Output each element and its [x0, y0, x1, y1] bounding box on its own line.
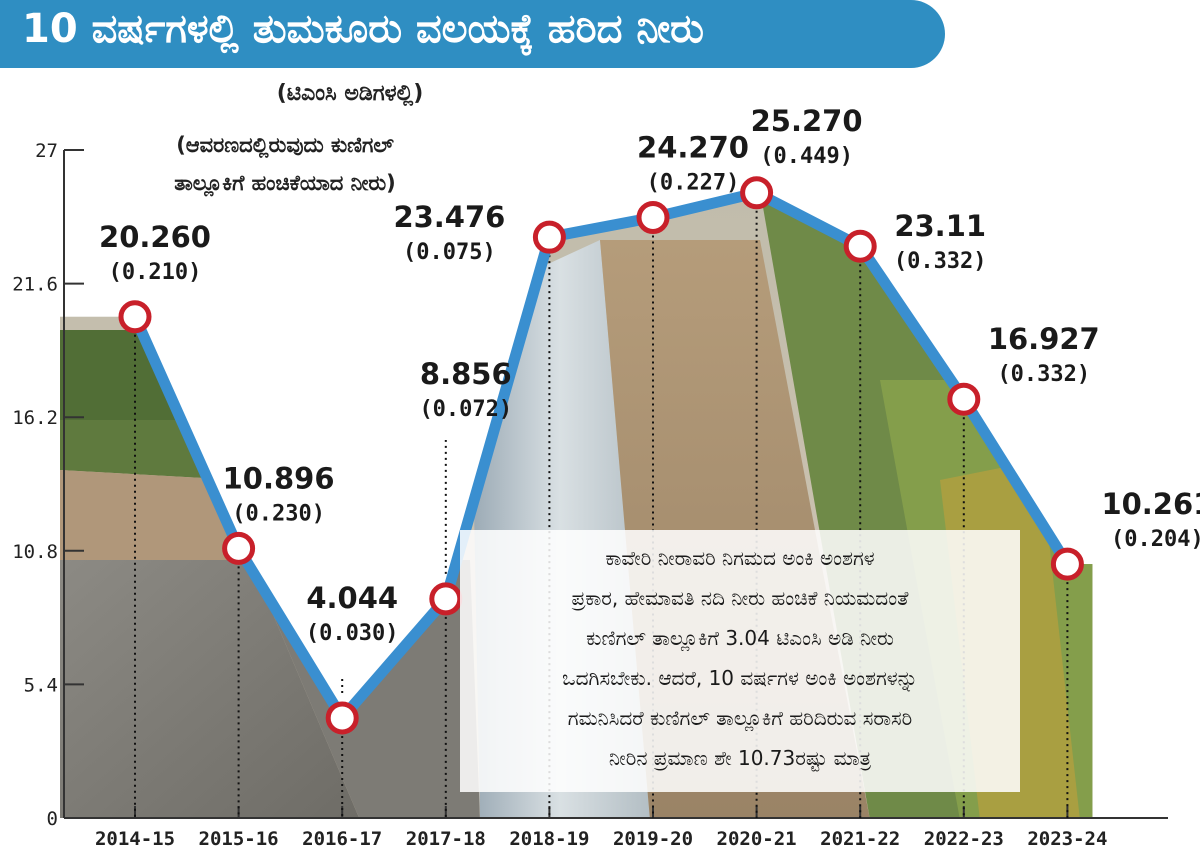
value-label: 10.261	[1101, 487, 1200, 521]
x-tick-label: 2017-18	[406, 828, 486, 850]
x-tick-label: 2014-15	[95, 828, 175, 850]
kunigal-share-label: (0.332)	[894, 249, 987, 274]
kunigal-share-label: (0.075)	[403, 240, 496, 265]
x-tick-label: 2015-16	[199, 828, 279, 850]
note-line-4: ಒದಗಿಸಬೇಕು. ಆದರೆ, 10 ವರ್ಷಗಳ ಅಂಕಿ ಅಂಶಗಳನ್ನ…	[562, 666, 918, 690]
value-label: 10.896	[223, 461, 335, 495]
annotation-line-2: ತಾಲ್ಲೂಕಿಗೆ ಹಂಚಿಕೆಯಾದ ನೀರು)	[174, 171, 396, 198]
note-line-6: ನೀರಿನ ಪ್ರಮಾಣ ಶೇ 10.73ರಷ್ಟು ಮಾತ್ರ	[608, 746, 872, 770]
data-point	[636, 201, 670, 235]
title-banner: 10 ವರ್ಷಗಳಲ್ಲಿ ತುಮಕೂರು ವಲಯಕ್ಕೆ ಹರಿದ ನೀರು	[0, 0, 945, 68]
kunigal-share-label: (0.449)	[760, 144, 853, 169]
data-point	[843, 229, 877, 263]
chart-title: 10 ವರ್ಷಗಳಲ್ಲಿ ತುಮಕೂರು ವಲಯಕ್ಕೆ ಹರಿದ ನೀರು	[22, 6, 705, 52]
x-tick-label: 2023-24	[1027, 828, 1107, 850]
y-tick-label: 10.8	[12, 541, 58, 563]
data-point	[325, 701, 359, 735]
kunigal-share-label: (0.332)	[997, 362, 1090, 387]
data-point	[1050, 547, 1084, 581]
data-point	[532, 220, 566, 254]
chart-subtitle: (ಟಿಎಂಸಿ ಅಡಿಗಳಲ್ಲಿ)	[277, 81, 424, 107]
data-point	[740, 176, 774, 210]
data-point	[947, 382, 981, 416]
value-label: 16.927	[988, 322, 1100, 356]
series-line	[129, 187, 1073, 724]
kunigal-share-label: (0.227)	[647, 171, 740, 196]
value-label: 8.856	[420, 357, 512, 391]
x-tick-label: 2019-20	[613, 828, 693, 850]
y-tick-label: 21.6	[12, 274, 58, 296]
note-line-1: ಕಾವೇರಿ ನೀರಾವರಿ ನಿಗಮದ ಅಂಕಿ ಅಂಶಗಳ	[605, 546, 875, 570]
note-box: ಕಾವೇರಿ ನೀರಾವರಿ ನಿಗಮದ ಅಂಕಿ ಅಂಶಗಳ ಪ್ರಕಾರ, …	[460, 530, 1020, 792]
x-tick-label: 2020-21	[717, 828, 797, 850]
value-label: 25.270	[751, 104, 863, 138]
data-point	[222, 531, 256, 565]
kunigal-share-label: (0.072)	[419, 397, 512, 422]
value-label: 23.476	[393, 200, 505, 234]
value-label: 24.270	[637, 131, 749, 165]
note-line-5: ಗಮನಿಸಿದರೆ ಕುಣಿಗಲ್ ತಾಲ್ಲೂಕಿಗೆ ಹರಿದಿರುವ ಸರ…	[567, 706, 913, 730]
kunigal-share-label: (0.204)	[1111, 527, 1200, 552]
kunigal-share-label: (0.230)	[232, 501, 325, 526]
note-line-2: ಪ್ರಕಾರ, ಹೇಮಾವತಿ ನದಿ ನೀರು ಹಂಚಿಕೆ ನಿಯಮದಂತೆ	[571, 586, 909, 610]
annotation-line-1: (ಆವರಣದಲ್ಲಿರುವುದು ಕುಣಿಗಲ್	[176, 133, 394, 159]
value-label: 23.11	[894, 209, 986, 243]
x-tick-label: 2018-19	[509, 828, 589, 850]
data-point	[429, 582, 463, 616]
value-label: 20.260	[99, 220, 211, 254]
y-tick-label: 0	[47, 808, 58, 830]
kunigal-share-label: (0.030)	[306, 621, 399, 646]
y-tick-label: 16.2	[12, 407, 58, 429]
y-tick-label: 5.4	[24, 674, 58, 696]
y-tick-label: 27	[35, 140, 58, 162]
x-tick-label: 2016-17	[302, 828, 382, 850]
kunigal-share-label: (0.210)	[109, 260, 202, 285]
note-line-3: ಕುಣಿಗಲ್ ತಾಲ್ಲೂಕಿಗೆ 3.04 ಟಿಎಂಸಿ ಅಡಿ ನೀರು	[586, 626, 894, 650]
data-point	[118, 300, 152, 334]
value-label: 4.044	[306, 581, 398, 615]
x-tick-label: 2021-22	[820, 828, 900, 850]
x-tick-label: 2022-23	[924, 828, 1004, 850]
